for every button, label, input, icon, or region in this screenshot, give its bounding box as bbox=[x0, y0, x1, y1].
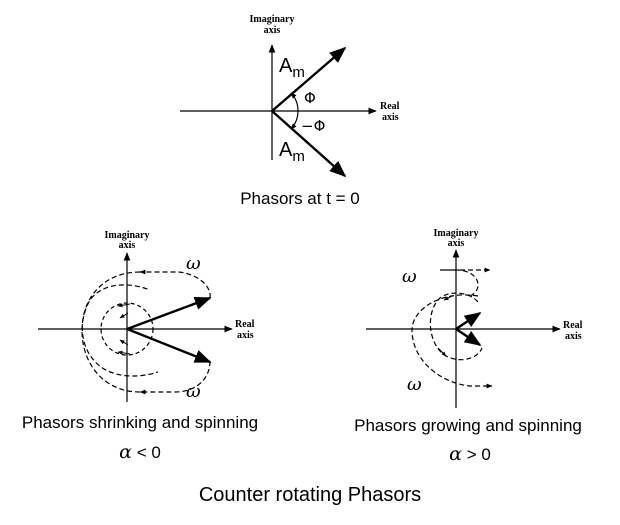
top-imaginary-axis-label-2: axis bbox=[264, 25, 281, 36]
right-outer-spiral-upper bbox=[440, 267, 491, 297]
left-lower-phasor-arrow bbox=[126, 327, 212, 364]
left-real-axis-label-2: axis bbox=[237, 330, 254, 341]
right-lower-phasor-arrow bbox=[455, 328, 482, 346]
left-inner-dashed-circle bbox=[100, 302, 154, 356]
right-upper-phasor-arrow bbox=[455, 312, 482, 330]
left-alpha-symbol: α bbox=[119, 441, 132, 463]
top-angle-arc-negative bbox=[290, 110, 299, 130]
top-real-axis-label-2: axis bbox=[382, 112, 399, 123]
right-phasor-diagram: Imaginary axis Real axis ω ω bbox=[366, 228, 583, 408]
left-outer-spiral-lower bbox=[139, 360, 211, 395]
left-omega-top-label: ω bbox=[186, 253, 201, 274]
left-outer-spiral-left-lower bbox=[81, 284, 151, 393]
right-alpha-symbol: α bbox=[449, 443, 462, 465]
top-imaginary-axis-label-1: Imaginary bbox=[250, 14, 295, 25]
left-caption: Phasors shrinking and spinning bbox=[21, 413, 259, 432]
left-outer-spiral-left bbox=[81, 271, 159, 377]
top-lower-phasor-arrow bbox=[271, 110, 347, 178]
right-omega-top-label: ω bbox=[402, 266, 417, 287]
top-phasor-diagram: Imaginary axis Real axis Am Am Φ −Φ bbox=[180, 14, 400, 178]
left-imaginary-axis-label-1: Imaginary bbox=[105, 230, 150, 241]
left-imaginary-axis-label-2: axis bbox=[119, 240, 136, 251]
top-angle-neg-phi-label: −Φ bbox=[301, 117, 325, 135]
top-upper-phasor-arrow bbox=[271, 46, 347, 112]
figure-title: Counter rotating Phasors bbox=[198, 484, 422, 506]
left-condition: α < 0 bbox=[80, 441, 200, 463]
left-inner-small-arrow-2 bbox=[119, 339, 129, 346]
right-condition: α > 0 bbox=[420, 443, 520, 465]
left-outer-spiral-upper bbox=[139, 269, 211, 299]
left-real-axis-label-1: Real bbox=[235, 319, 255, 330]
left-phasor-diagram: Imaginary axis Real axis ω ω bbox=[38, 230, 255, 402]
top-angle-phi-label: Φ bbox=[304, 89, 316, 107]
left-upper-phasor-arrow bbox=[126, 296, 212, 331]
top-angle-arc-positive bbox=[290, 92, 299, 112]
left-condition-text: < 0 bbox=[132, 443, 161, 462]
top-real-axis-label-1: Real bbox=[380, 101, 400, 112]
right-inner-arc-top-arrow bbox=[443, 295, 453, 301]
top-lower-phasor-label: Am bbox=[279, 139, 305, 165]
right-omega-bottom-label: ω bbox=[407, 374, 422, 395]
left-omega-bottom-label: ω bbox=[186, 381, 201, 402]
right-real-axis-label-1: Real bbox=[563, 320, 583, 331]
right-inner-arc-bottom-arrow bbox=[437, 347, 447, 357]
right-real-axis-label-2: axis bbox=[565, 331, 582, 342]
left-inner-arrow-lower bbox=[117, 350, 131, 355]
right-imaginary-axis-label-2: axis bbox=[448, 238, 465, 249]
right-outer-spiral-left bbox=[411, 294, 493, 389]
right-caption: Phasors growing and spinning bbox=[354, 416, 582, 435]
top-caption: Phasors at t = 0 bbox=[240, 189, 360, 208]
left-inner-small-arrow-1 bbox=[119, 312, 129, 319]
right-inner-spiral bbox=[429, 292, 483, 361]
left-inner-arrow-upper bbox=[117, 303, 131, 308]
top-upper-phasor-label: Am bbox=[279, 55, 305, 81]
right-condition-text: > 0 bbox=[462, 445, 491, 464]
right-imaginary-axis-label-1: Imaginary bbox=[434, 228, 479, 239]
